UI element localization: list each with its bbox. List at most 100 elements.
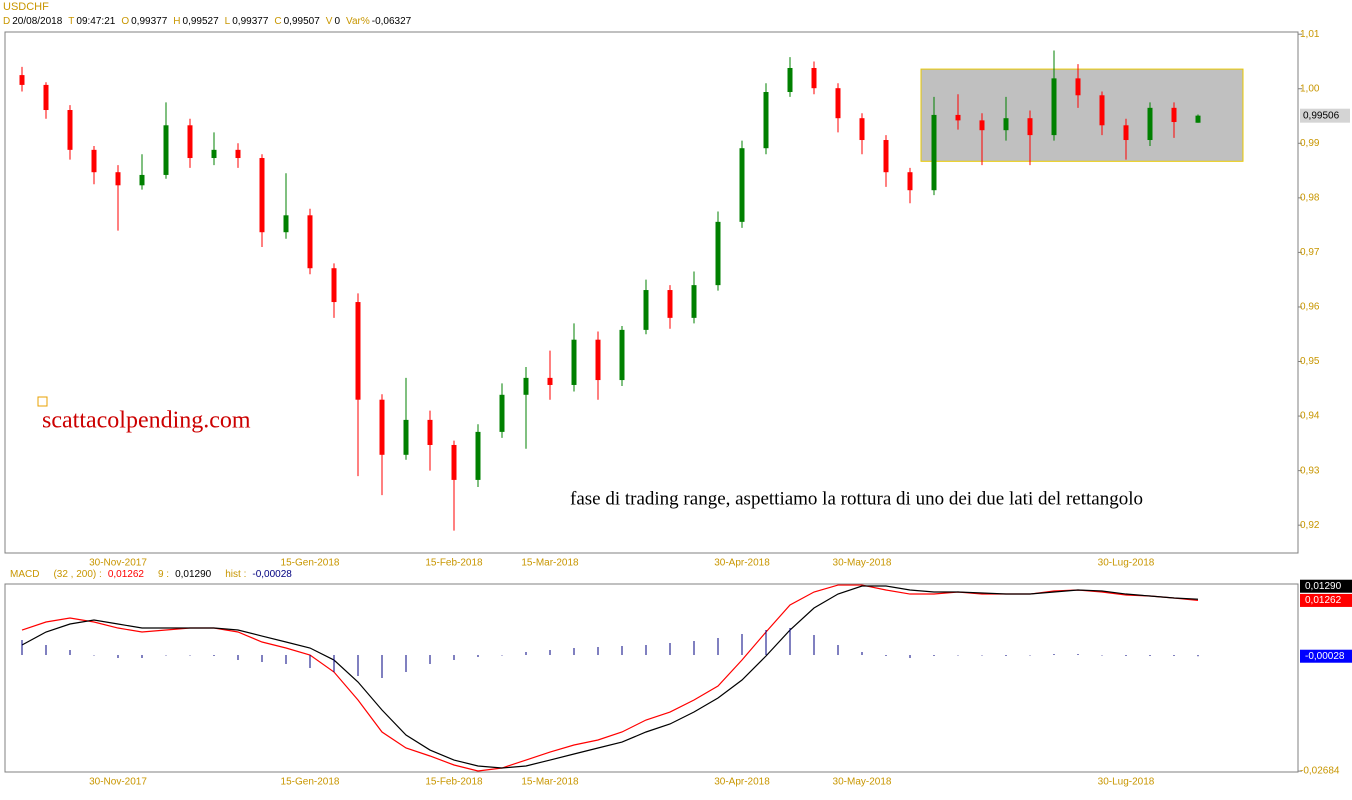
y-tick-label: 0,98: [1300, 192, 1320, 203]
info-value: 0,01262: [107, 569, 144, 580]
x-tick-label: 30-May-2018: [833, 777, 892, 788]
candle-body: [1003, 118, 1009, 131]
price-pane: [4, 31, 1299, 554]
watermark-icon: [37, 396, 48, 407]
candle-body: [667, 290, 673, 318]
x-tick-label: 15-Mar-2018: [521, 558, 579, 569]
candle-body: [763, 92, 769, 149]
candle-body: [907, 172, 913, 191]
macd-pane: [4, 583, 1299, 773]
x-tick-label: 15-Mar-2018: [521, 777, 579, 788]
info-label: D: [3, 16, 11, 27]
candle-body: [739, 148, 745, 222]
info-label: L: [224, 16, 231, 27]
candle-body: [691, 285, 697, 318]
candle-body: [715, 221, 721, 286]
candle-body: [331, 268, 337, 303]
candle-body: [139, 174, 145, 186]
value-box: [1300, 593, 1352, 607]
info-label: H: [173, 16, 181, 27]
candle-body: [931, 114, 937, 191]
info-label: Var%: [346, 16, 370, 27]
y-tick-label: 0,96: [1300, 302, 1320, 313]
macd-title: MACD: [10, 569, 40, 580]
candle-body: [451, 444, 457, 480]
candle-body: [259, 158, 265, 233]
macd-info: MACD (32 , 200) : 0,01262 9 : 0,01290 hist :-…: [10, 569, 292, 580]
candle-body: [499, 394, 505, 432]
x-tick-label: 30-May-2018: [833, 558, 892, 569]
candle-body: [307, 215, 313, 269]
candle-body: [547, 377, 553, 385]
info-value: 0,99377: [232, 16, 269, 27]
y-tick-label: 1,01: [1300, 29, 1320, 40]
candle-body: [1027, 118, 1033, 136]
candle-body: [787, 68, 793, 93]
macd-line: [21, 584, 1199, 772]
candle-body: [403, 419, 409, 455]
info-value: 0: [334, 16, 341, 27]
candle-body: [187, 125, 193, 159]
candle-body: [19, 75, 25, 85]
range-box: [920, 68, 1244, 162]
last-price-label: 0,99506: [1303, 110, 1340, 121]
candle-body: [643, 290, 649, 330]
candle-body: [859, 118, 865, 141]
candle-body: [67, 110, 73, 150]
candle-body: [619, 329, 625, 381]
info-label: T: [68, 16, 75, 27]
value-box-label: -0,00028: [1305, 651, 1345, 662]
value-box: [1300, 579, 1352, 593]
candle-body: [955, 114, 961, 121]
x-tick-label: 15-Feb-2018: [425, 777, 483, 788]
info-value: -0,06327: [371, 16, 412, 27]
candle-body: [1075, 78, 1081, 96]
y-tick-label: 0,93: [1300, 465, 1320, 476]
candle-body: [595, 339, 601, 381]
info-label: 9 :: [157, 569, 170, 580]
info-value: 0,01290: [175, 569, 212, 580]
candle-body: [235, 149, 241, 159]
x-tick-label: 15-Gen-2018: [281, 777, 340, 788]
value-box-label: 0,01290: [1305, 581, 1342, 592]
y-tick-label: 1,00: [1300, 83, 1320, 94]
candle-body: [1195, 115, 1201, 123]
candle-body: [1123, 125, 1129, 141]
x-tick-label: 30-Apr-2018: [714, 777, 770, 788]
info-label: hist :: [225, 569, 247, 580]
candle-body: [835, 88, 841, 119]
info-value: 0,99507: [283, 16, 320, 27]
quote-info: D 20/08/2018 T 09:47:21 O 0,99377 H 0,99527 L 0,9…: [0, 16, 411, 27]
info-label: O: [121, 16, 130, 27]
x-tick-label: 30-Lug-2018: [1098, 558, 1155, 569]
y-tick-label: 0,92: [1300, 520, 1320, 531]
y-tick-label: 0,97: [1300, 247, 1320, 258]
y-tick-label: 0,99: [1300, 138, 1320, 149]
candle-body: [523, 377, 529, 395]
last-price-box: [1300, 108, 1350, 123]
symbol-title: USDCHF: [3, 1, 49, 13]
macd-line: [21, 585, 1199, 769]
info-value: 0,99527: [182, 16, 219, 27]
candle-body: [355, 302, 361, 400]
y-tick-label: 0,94: [1300, 411, 1320, 422]
candle-body: [475, 431, 481, 480]
candle-body: [163, 125, 169, 175]
x-tick-label: 15-Feb-2018: [425, 558, 483, 569]
candle-body: [1051, 78, 1057, 136]
value-box: [1300, 649, 1352, 663]
candle-body: [43, 84, 49, 111]
info-value: 09:47:21: [76, 16, 116, 27]
y-tick-label: -0,02684: [1300, 766, 1340, 777]
info-label: C: [274, 16, 282, 27]
candle-body: [571, 339, 577, 385]
x-tick-label: 30-Lug-2018: [1098, 777, 1155, 788]
candle-body: [1171, 107, 1177, 123]
x-tick-label: 30-Nov-2017: [89, 777, 147, 788]
annotation: fase di trading range, aspettiamo la rot…: [570, 488, 1143, 509]
x-tick-label: 30-Apr-2018: [714, 558, 770, 569]
info-label: V: [325, 16, 333, 27]
y-tick-label: 0,95: [1300, 356, 1320, 367]
